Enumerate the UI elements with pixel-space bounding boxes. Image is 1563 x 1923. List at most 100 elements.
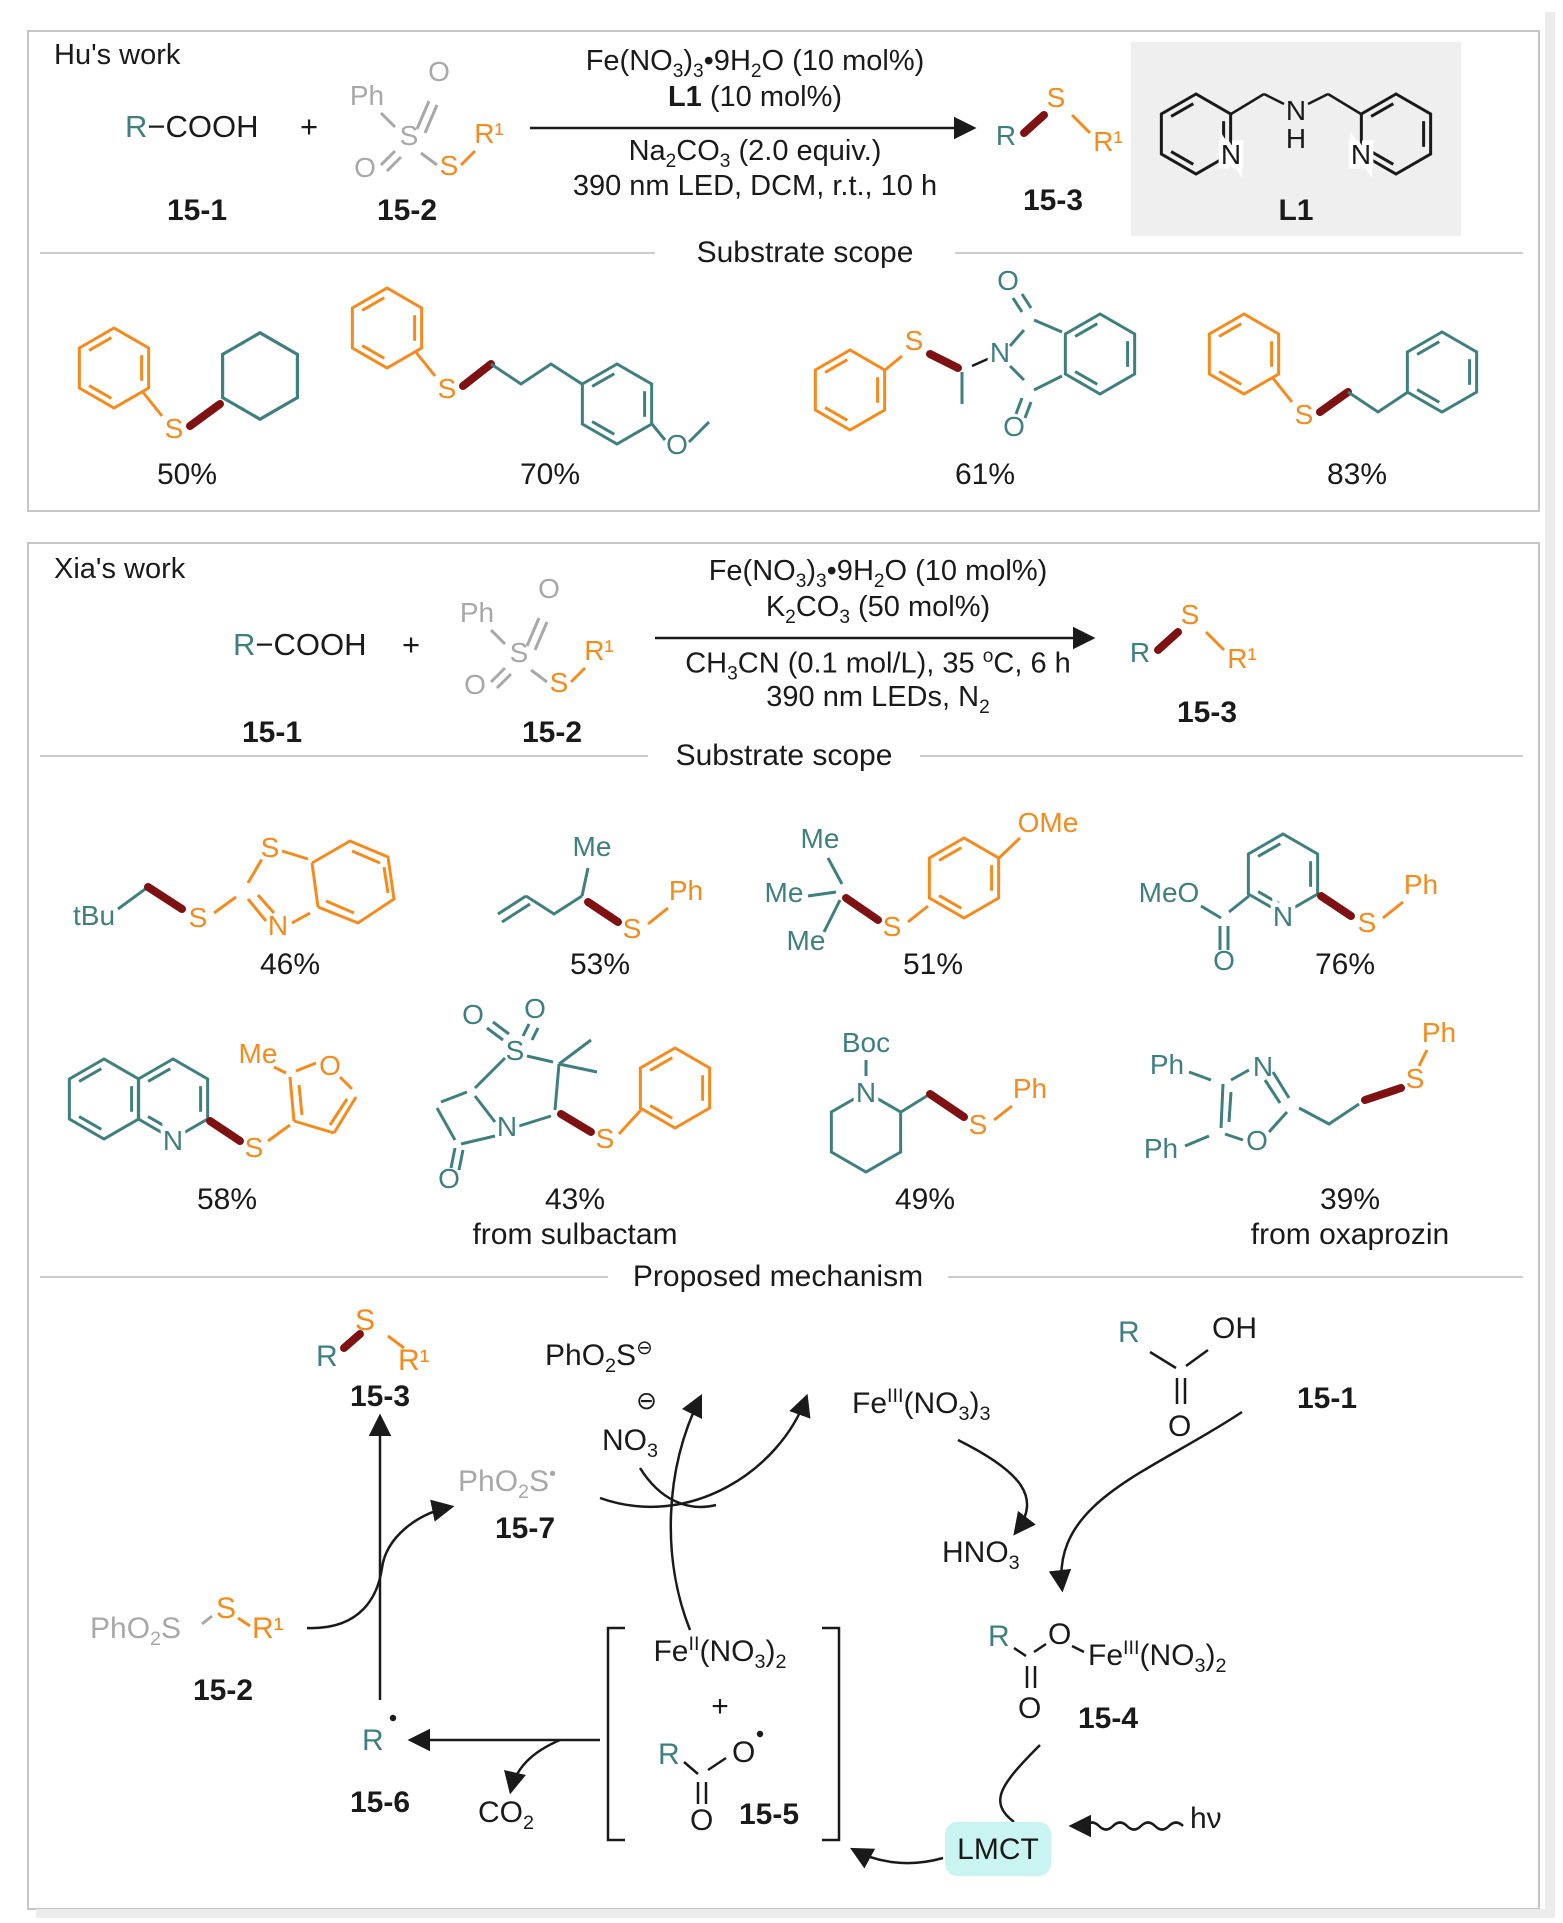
hu-acid-rest: −COOH xyxy=(147,109,259,144)
ome-label: OMe xyxy=(1018,807,1079,838)
mechanism-divider-left xyxy=(40,1276,608,1278)
hu-scope-divider-right xyxy=(955,252,1523,254)
s-sulfone: S xyxy=(506,1035,525,1066)
hu-yield-4: 83% xyxy=(1326,458,1388,491)
o-top-label: O xyxy=(997,265,1019,296)
s-label: S xyxy=(438,373,457,404)
hu-acid-r: R xyxy=(125,109,148,144)
s-label: S xyxy=(596,1123,615,1154)
mech-label-15-6: 15-6 xyxy=(349,1786,411,1819)
xia-acid-r: R xyxy=(233,627,256,662)
r-label: R xyxy=(1130,637,1150,668)
s-sulfonyl-label: S xyxy=(400,120,419,151)
mech-15-2-phso2: PhO2S xyxy=(90,1612,182,1650)
o-bottom-label: O xyxy=(354,152,376,183)
me3-label: Me xyxy=(787,925,826,956)
xia-scope-structure-8: N O Ph Ph S Ph xyxy=(1144,1017,1456,1164)
mechanism-title: Proposed mechanism xyxy=(632,1260,924,1293)
o-bottom-label: O xyxy=(1003,411,1025,442)
r1-label: R¹ xyxy=(1093,126,1123,157)
xia-yield-6: 43% xyxy=(544,1183,606,1216)
hu-yield-1: 50% xyxy=(156,458,218,491)
xia-yield-3: 51% xyxy=(902,948,964,981)
l1-label: L1 xyxy=(1278,194,1314,227)
mech-15-2-s: S xyxy=(216,1592,237,1625)
hu-label-15-2: 15-2 xyxy=(376,194,438,227)
o-lactam: O xyxy=(438,1163,460,1194)
n-label: N xyxy=(1253,1051,1273,1082)
s-label: S xyxy=(969,1109,988,1140)
xia-sulfonothioate-structure: Ph S O O S R¹ xyxy=(460,573,614,700)
mech-no3-minus: ⊖ xyxy=(636,1387,657,1415)
s-label: S xyxy=(189,902,208,933)
hu-product-structure: R S R¹ xyxy=(996,82,1123,157)
panel-xia: Xia's work xyxy=(27,542,1540,1910)
xia-acid-rest: −COOH xyxy=(255,627,367,662)
mech-plus: + xyxy=(711,1690,729,1723)
n-label: N xyxy=(497,1111,517,1142)
xia-yield-2: 53% xyxy=(569,948,631,981)
r-label: R xyxy=(996,120,1016,151)
me2-label: Me xyxy=(765,877,804,908)
hu-plus: + xyxy=(300,109,319,144)
o-sulfone-2: O xyxy=(524,993,546,1024)
mech-phso2-radical: PhO2S• xyxy=(458,1463,556,1503)
o-label: O xyxy=(1213,945,1235,976)
r1-label: R¹ xyxy=(584,635,614,666)
xia-cond-3: CH3CN (0.1 mol/L), 35 oC, 6 h xyxy=(685,646,1071,685)
n-label: N xyxy=(163,1125,183,1156)
s-thio-label: S xyxy=(550,667,569,698)
nh-n-label: N xyxy=(1286,95,1306,126)
hu-cond-2: L1 (10 mol%) xyxy=(520,81,990,114)
mech-hv: hν xyxy=(1190,1802,1222,1835)
s-label: S xyxy=(1295,399,1314,430)
mech-no3: NO3 xyxy=(602,1424,659,1462)
s-sulfonyl-label: S xyxy=(510,637,529,668)
hu-title: Hu's work xyxy=(54,39,181,71)
xia-cond-2: K2CO3 (50 mol%) xyxy=(765,591,991,628)
mech-phso2-anion: PhO2S⊖ xyxy=(545,1337,653,1377)
o-top-label: O xyxy=(428,56,450,87)
mech-co2: CO2 xyxy=(478,1796,535,1834)
ph1-label: Ph xyxy=(1150,1049,1184,1080)
hu-label-15-3: 15-3 xyxy=(1022,184,1084,217)
ph2-label: Ph xyxy=(1144,1133,1178,1164)
page-shadow-right xyxy=(1545,12,1555,1912)
hu-scope-structure-2: S O xyxy=(350,286,711,460)
r1-label: R¹ xyxy=(1227,643,1257,674)
o-top-label: O xyxy=(538,573,560,604)
xia-yield-4: 76% xyxy=(1314,948,1376,981)
s-ring-label: S xyxy=(261,832,280,863)
s-label: S xyxy=(623,913,642,944)
boc-label: Boc xyxy=(842,1027,890,1058)
xia-scope-structure-3: Me Me Me S OMe xyxy=(765,807,1079,956)
mech-15-1-r: R xyxy=(1118,1316,1140,1349)
mech-label-15-3: 15-3 xyxy=(349,1380,411,1413)
mech-label-15-5: 15-5 xyxy=(738,1798,800,1831)
mech-lmct-badge: LMCT xyxy=(945,1822,1051,1876)
mech-label-15-7: 15-7 xyxy=(494,1512,556,1545)
mech-fe2: FeII(NO3)2 xyxy=(653,1633,787,1673)
mech-15-2-r1: R¹ xyxy=(252,1612,284,1645)
hu-scope-title: Substrate scope xyxy=(696,236,914,269)
xia-scope-structure-2: Me S Ph xyxy=(497,831,703,944)
s-label: S xyxy=(1047,82,1066,113)
n-label: N xyxy=(856,1077,876,1108)
xia-yield-8: 39% xyxy=(1319,1183,1381,1216)
mech-15-4-r: R xyxy=(988,1620,1010,1653)
s-label: S xyxy=(165,413,184,444)
mech-15-5-r: R xyxy=(658,1738,680,1771)
mech-15-4-o-keto: O xyxy=(1018,1692,1042,1725)
xia-scope-structure-6: O O S N O S xyxy=(435,993,712,1194)
mech-15-6-r: R xyxy=(362,1724,384,1757)
s-label: S xyxy=(905,325,924,356)
mech-15-1-o: O xyxy=(1168,1410,1192,1443)
xia-cond-1: Fe(NO3)3•9H2O (10 mol%) xyxy=(708,555,1048,592)
xia-yield-1: 46% xyxy=(259,948,321,981)
hu-ligand-ref: L1 xyxy=(667,81,702,113)
hu-reaction-arrow xyxy=(530,116,977,140)
xia-yield-7: 49% xyxy=(894,1183,956,1216)
hu-scope-divider-left xyxy=(40,252,655,254)
hu-label-15-1: 15-1 xyxy=(166,194,228,227)
mech-fe3: FeIII(NO3)3 xyxy=(852,1385,991,1425)
